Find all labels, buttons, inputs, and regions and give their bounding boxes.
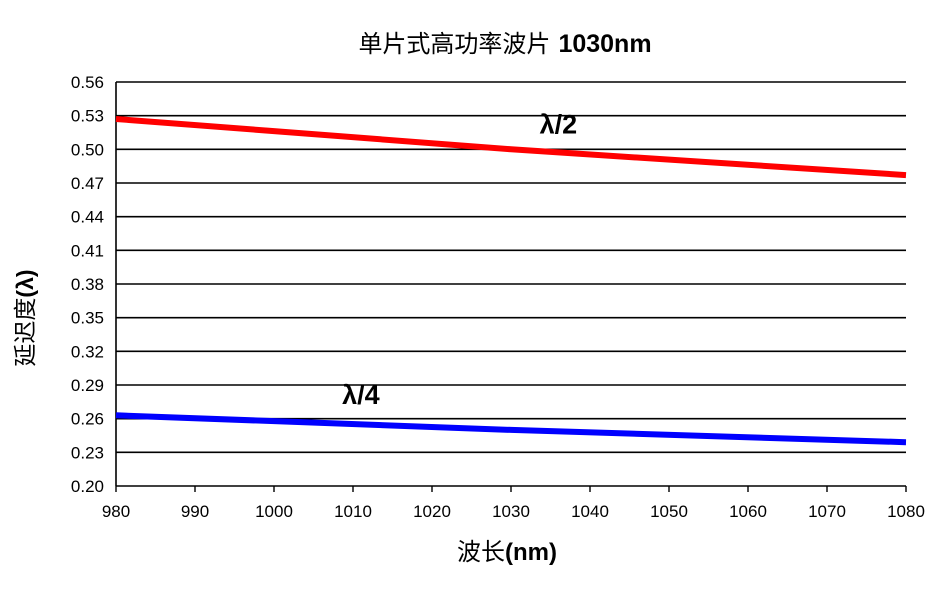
- y-axis-label-unit: (λ): [12, 269, 38, 297]
- y-tick-labels: 0.56 0.53 0.50 0.47 0.44 0.41 0.38 0.35 0.32 0.29…: [71, 73, 104, 496]
- y-tick-label: 0.50: [71, 140, 104, 159]
- y-tick-label: 0.29: [71, 376, 104, 395]
- x-tick-label: 1070: [808, 502, 846, 521]
- y-axis-label-main: 延迟度: [13, 298, 39, 367]
- series-label-quarter-wave: λ/4: [342, 380, 380, 410]
- y-tick-label: 0.38: [71, 275, 104, 294]
- y-tick-label: 0.20: [71, 477, 104, 496]
- x-tick-label: 1010: [334, 502, 372, 521]
- y-tick-label: 0.47: [71, 174, 104, 193]
- x-tick-labels: 980 990 1000 1010 1020 1030 1040 1050 1060 1070 10…: [102, 502, 925, 521]
- x-tick-label: 1040: [571, 502, 609, 521]
- series-label-half-wave: λ/2: [540, 110, 578, 140]
- x-axis-label-main: 波长: [457, 538, 505, 566]
- grid-lines: [116, 81, 906, 454]
- x-tick-label: 980: [102, 502, 130, 521]
- y-tick-label: 0.32: [71, 342, 104, 361]
- chart-title-suffix: 1030nm: [558, 30, 651, 58]
- x-tick-label: 1050: [650, 502, 688, 521]
- y-tick-label: 0.44: [71, 208, 104, 227]
- y-tick-label: 0.53: [71, 107, 104, 126]
- series-line-half-wave: [115, 116, 907, 179]
- chart-title-main: 单片式高功率波片: [358, 30, 550, 58]
- series-lines: [115, 116, 907, 446]
- x-tick-label: 1030: [492, 502, 530, 521]
- y-tick-label: 0.35: [71, 309, 104, 328]
- x-tick-label: 1080: [887, 502, 925, 521]
- x-tick-label: 990: [181, 502, 209, 521]
- x-axis-label: 波长(nm): [457, 538, 557, 566]
- x-axis-label-unit: (nm): [505, 539, 557, 566]
- series-line-quarter-wave: [115, 412, 907, 446]
- y-tick-label: 0.26: [71, 410, 104, 429]
- series-labels: λ/2 λ/4: [342, 110, 577, 410]
- y-axis-label: 延迟度(λ): [12, 269, 39, 366]
- x-tick-label: 1060: [729, 502, 767, 521]
- chart-title: 单片式高功率波片 1030nm: [358, 30, 651, 58]
- y-tick-label: 0.23: [71, 443, 104, 462]
- y-tick-label: 0.41: [71, 241, 104, 260]
- x-tick-label: 1000: [255, 502, 293, 521]
- axes: [115, 82, 907, 492]
- x-tick-label: 1020: [413, 502, 451, 521]
- y-tick-label: 0.56: [71, 73, 104, 92]
